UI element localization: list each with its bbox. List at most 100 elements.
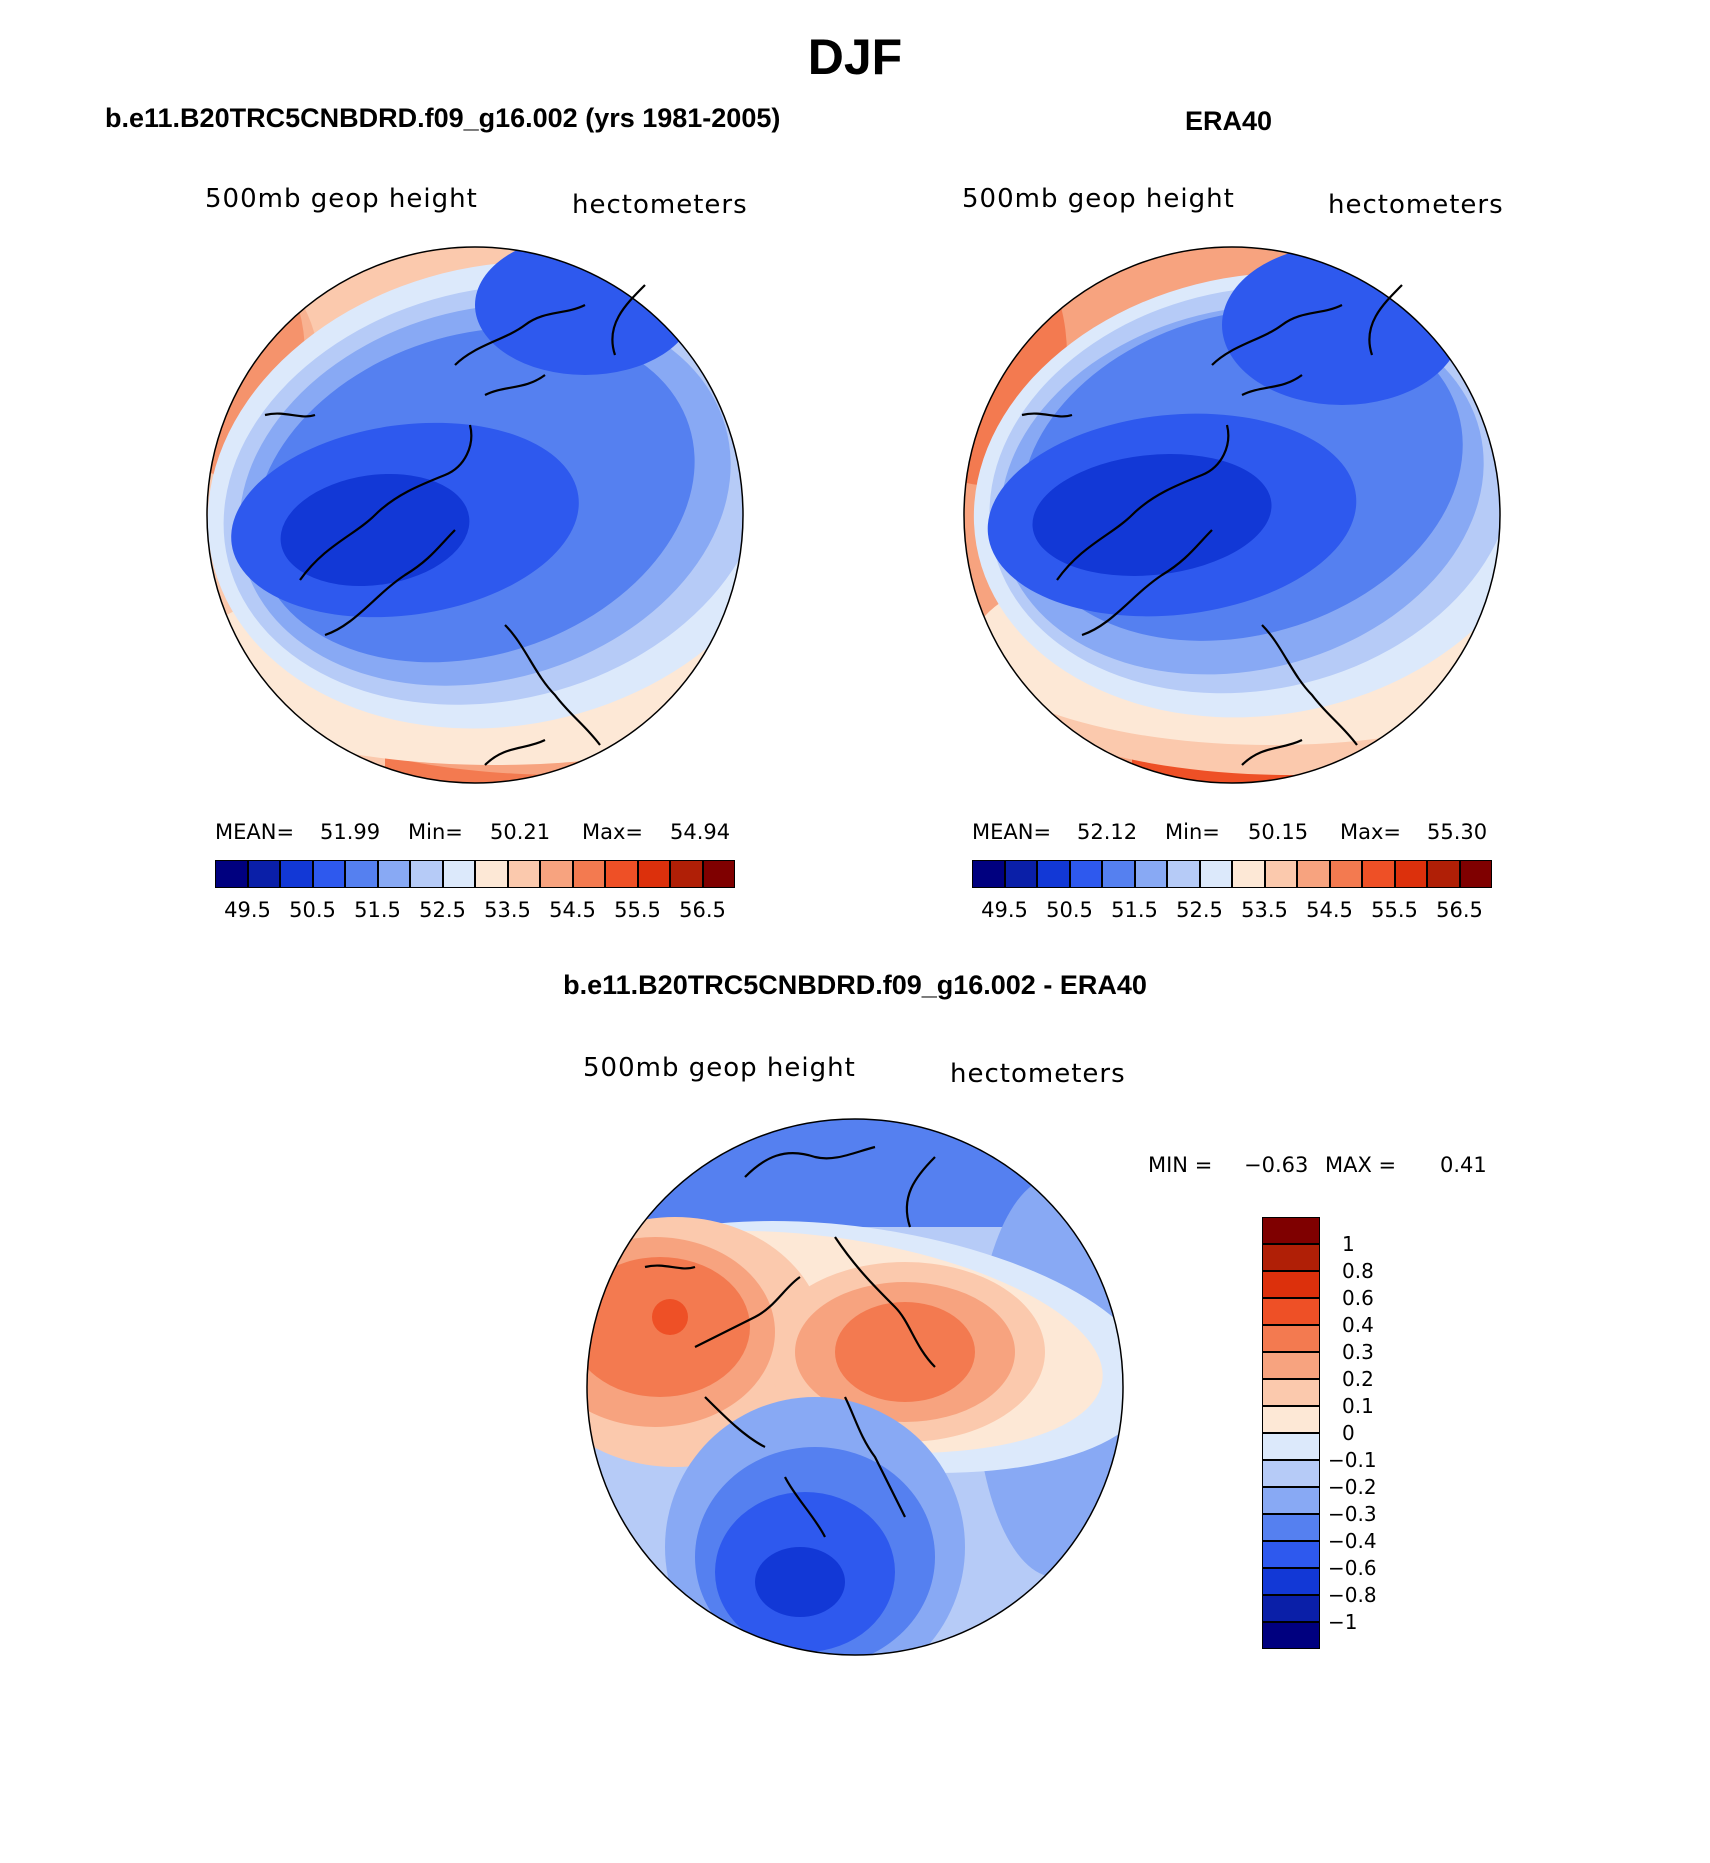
colorbar-swatch <box>1459 860 1492 888</box>
model-units-label: hectometers <box>572 190 748 220</box>
colorbar-swatch <box>572 860 605 888</box>
colorbar-swatch <box>1262 1406 1320 1433</box>
model-max-label: Max= <box>582 820 644 844</box>
colorbar-swatch <box>280 860 313 888</box>
colorbar-swatch <box>215 860 248 888</box>
colorbar-tick-label: 0.2 <box>1342 1367 1374 1391</box>
colorbar-tick-label: −0.4 <box>1328 1529 1377 1553</box>
colorbar-tick-label: 51.5 <box>1111 898 1158 922</box>
colorbar-tick-label: 0.6 <box>1342 1286 1374 1310</box>
colorbar-tick-label: −0.6 <box>1328 1556 1377 1580</box>
diff-colorbar <box>1262 1217 1320 1649</box>
obs-polar-map <box>963 246 1501 784</box>
model-max-value: 54.94 <box>670 820 731 844</box>
colorbar-swatch <box>1262 1325 1320 1352</box>
colorbar-swatch <box>1262 1568 1320 1595</box>
colorbar-swatch <box>1262 1487 1320 1514</box>
colorbar-swatch <box>1262 1514 1320 1541</box>
model-mean-label: MEAN= <box>215 820 295 844</box>
colorbar-swatch <box>1262 1541 1320 1568</box>
figure-title: DJF <box>807 29 903 85</box>
diff-colorbar-ticks: 1 0.8 0.6 0.4 0.3 0.2 0.1 0 −0.1 −0.2 −0.3 −0.4 −0.6… <box>1328 1217 1448 1649</box>
colorbar-tick-label: 1 <box>1342 1232 1355 1256</box>
colorbar-swatch <box>507 860 540 888</box>
diff-panel-header: b.e11.B20TRC5CNBDRD.f09_g16.002 - ERA40 <box>563 970 1147 1000</box>
colorbar-tick-label: 0.1 <box>1342 1394 1374 1418</box>
colorbar-swatch <box>1262 1217 1320 1244</box>
obs-colorbar-ticks: 49.5 50.5 51.5 52.5 53.5 54.5 55.5 56.5 <box>972 898 1492 924</box>
obs-colorbar <box>972 860 1492 888</box>
colorbar-tick-label: 49.5 <box>981 898 1028 922</box>
colorbar-swatch <box>1262 1244 1320 1271</box>
colorbar-swatch <box>247 860 280 888</box>
diff-min-label: MIN = <box>1148 1153 1213 1177</box>
colorbar-swatch <box>1167 860 1200 888</box>
obs-field-label: 500mb geop height <box>962 184 1235 214</box>
colorbar-tick-label: 56.5 <box>1436 898 1483 922</box>
colorbar-tick-label: 50.5 <box>1046 898 1093 922</box>
obs-units-label: hectometers <box>1328 190 1504 220</box>
colorbar-swatch <box>1262 1622 1320 1649</box>
colorbar-swatch <box>1134 860 1167 888</box>
colorbar-tick-label: 55.5 <box>614 898 661 922</box>
colorbar-swatch <box>1329 860 1362 888</box>
colorbar-swatch <box>1262 1460 1320 1487</box>
colorbar-swatch <box>1394 860 1427 888</box>
colorbar-swatch <box>475 860 508 888</box>
model-mean-value: 51.99 <box>320 820 381 844</box>
colorbar-swatch <box>605 860 638 888</box>
colorbar-swatch <box>1362 860 1395 888</box>
model-min-value: 50.21 <box>490 820 551 844</box>
colorbar-tick-label: 56.5 <box>679 898 726 922</box>
colorbar-swatch <box>442 860 475 888</box>
colorbar-tick-label: 54.5 <box>1306 898 1353 922</box>
colorbar-swatch <box>1262 1433 1320 1460</box>
colorbar-swatch <box>1232 860 1265 888</box>
colorbar-tick-label: 52.5 <box>419 898 466 922</box>
colorbar-swatch <box>1102 860 1135 888</box>
colorbar-swatch <box>1262 1271 1320 1298</box>
colorbar-tick-label: 0.4 <box>1342 1313 1374 1337</box>
obs-mean-value: 52.12 <box>1077 820 1138 844</box>
colorbar-tick-label: −0.2 <box>1328 1475 1377 1499</box>
obs-max-value: 55.30 <box>1427 820 1488 844</box>
colorbar-swatch <box>1262 1298 1320 1325</box>
colorbar-tick-label: −0.3 <box>1328 1502 1377 1526</box>
obs-max-label: Max= <box>1340 820 1402 844</box>
model-panel-header: b.e11.B20TRC5CNBDRD.f09_g16.002 (yrs 198… <box>105 103 781 133</box>
colorbar-tick-label: 52.5 <box>1176 898 1223 922</box>
colorbar-swatch <box>1037 860 1070 888</box>
diff-max-label: MAX = <box>1325 1153 1397 1177</box>
colorbar-swatch <box>410 860 443 888</box>
colorbar-tick-label: 49.5 <box>224 898 271 922</box>
colorbar-swatch <box>637 860 670 888</box>
colorbar-swatch <box>1427 860 1460 888</box>
colorbar-swatch <box>1264 860 1297 888</box>
colorbar-tick-label: 53.5 <box>484 898 531 922</box>
colorbar-swatch <box>972 860 1005 888</box>
model-polar-map <box>206 246 744 784</box>
model-colorbar-ticks: 49.5 50.5 51.5 52.5 53.5 54.5 55.5 56.5 <box>215 898 735 924</box>
obs-min-label: Min= <box>1165 820 1220 844</box>
colorbar-tick-label: −0.1 <box>1328 1448 1377 1472</box>
colorbar-tick-label: −1 <box>1328 1610 1358 1634</box>
obs-panel-header: ERA40 <box>1185 106 1273 136</box>
obs-mean-label: MEAN= <box>972 820 1052 844</box>
diff-units-label: hectometers <box>950 1059 1126 1089</box>
colorbar-swatch <box>377 860 410 888</box>
diff-max-value: 0.41 <box>1440 1153 1487 1177</box>
colorbar-swatch <box>540 860 573 888</box>
colorbar-swatch <box>1262 1379 1320 1406</box>
model-min-label: Min= <box>408 820 463 844</box>
colorbar-tick-label: 55.5 <box>1371 898 1418 922</box>
colorbar-swatch <box>345 860 378 888</box>
diff-min-value: −0.63 <box>1244 1153 1309 1177</box>
colorbar-swatch <box>670 860 703 888</box>
colorbar-tick-label: −0.8 <box>1328 1583 1377 1607</box>
colorbar-tick-label: 54.5 <box>549 898 596 922</box>
colorbar-tick-label: 50.5 <box>289 898 336 922</box>
colorbar-tick-label: 0.8 <box>1342 1259 1374 1283</box>
colorbar-tick-label: 51.5 <box>354 898 401 922</box>
colorbar-tick-label: 0 <box>1342 1421 1355 1445</box>
colorbar-swatch <box>1262 1595 1320 1622</box>
